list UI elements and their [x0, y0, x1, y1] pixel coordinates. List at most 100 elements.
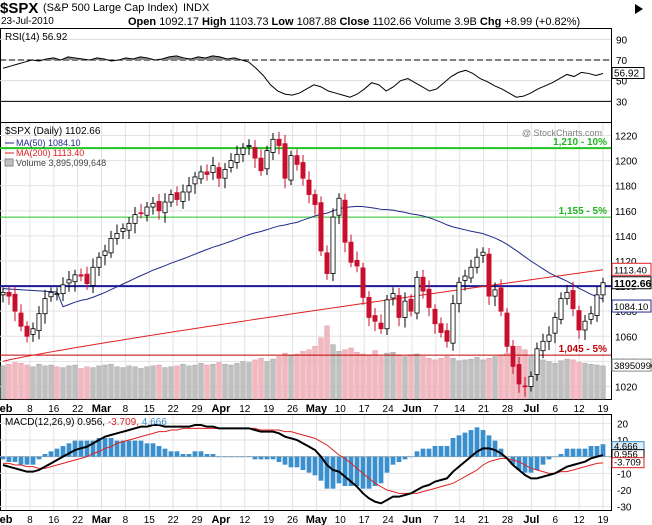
- price-x-tick-label: 12: [239, 404, 251, 415]
- price-x-tick-label: 26: [287, 404, 299, 415]
- candle-body: [204, 171, 210, 175]
- index-name: (S&P 500 Large Cap Index): [43, 2, 178, 14]
- macd-histogram-bar: [516, 456, 522, 470]
- macd-x-tick-label: 19: [597, 515, 609, 525]
- candle-body: [306, 179, 312, 195]
- volume-bar: [480, 359, 486, 400]
- candle-body: [120, 227, 126, 232]
- macd-x-tick-label: Jun: [402, 514, 422, 525]
- horizontal-line-label: 1,210 - 10%: [553, 137, 607, 148]
- macd-x-tick-label: Mar: [92, 514, 112, 525]
- volume-bar: [582, 363, 588, 400]
- volume-bar: [168, 366, 174, 400]
- rsi-last-value: 56.92: [614, 69, 639, 80]
- macd-legend: MACD(12,26,9) 0.956, -3.709, 4.666: [5, 417, 167, 428]
- price-x-tick-label: 12: [574, 404, 586, 415]
- macd-histogram-bar: [24, 456, 30, 465]
- macd-histogram-bar: [366, 456, 372, 489]
- volume-bar: [294, 353, 300, 400]
- candle-body: [0, 291, 6, 296]
- volume-bar: [204, 364, 210, 400]
- price-x-tick-label: Mar: [92, 403, 112, 415]
- price-x-tick-label: 7: [433, 404, 439, 415]
- volume-bar: [408, 354, 414, 400]
- macd-histogram-bar: [480, 430, 486, 457]
- price-x-tick-label: 10: [335, 404, 347, 415]
- volume-bar: [24, 364, 30, 400]
- candle-body: [18, 312, 24, 327]
- candle-body: [276, 138, 282, 146]
- candle-body: [420, 276, 426, 292]
- volume-bar: [432, 359, 438, 400]
- volume-bar: [450, 358, 456, 400]
- macd-histogram-bar: [510, 456, 516, 465]
- candle-body: [408, 298, 414, 312]
- macd-histogram-bar: [228, 456, 234, 458]
- open-label: Open: [128, 16, 157, 28]
- macd-histogram-bar: [336, 456, 342, 484]
- volume-bar: [78, 368, 84, 400]
- candle-body: [48, 291, 54, 298]
- volume-bar: [426, 358, 432, 400]
- volume-bar: [186, 365, 192, 400]
- macd-histogram-bar: [54, 448, 60, 457]
- macd-histogram-bar: [150, 443, 156, 457]
- rsi-tick-label: 30: [616, 97, 628, 108]
- volume-bar: [336, 351, 342, 400]
- candle-body: [198, 171, 204, 180]
- price-x-tick-label: 14: [454, 404, 466, 415]
- price-x-tick-label: 19: [597, 404, 609, 415]
- candle-body: [498, 287, 504, 312]
- candle-body: [180, 191, 186, 202]
- macd-x-tick-label: eb: [0, 514, 13, 525]
- candle-body: [144, 206, 150, 216]
- candle-body: [294, 155, 300, 165]
- candle-body: [300, 162, 306, 179]
- macd-histogram-bar: [372, 456, 378, 486]
- macd-histogram-bar: [378, 456, 384, 484]
- macd-histogram-bar: [420, 448, 426, 457]
- candle-body: [24, 325, 30, 337]
- macd-x-tick-label: Jul: [523, 514, 539, 525]
- volume-bar: [222, 363, 228, 400]
- volume-bar: [594, 364, 600, 400]
- macd-histogram-bar: [216, 456, 222, 458]
- volume-bar: [600, 365, 606, 400]
- volume-bar: [402, 356, 408, 400]
- play-triangle-icon[interactable]: [627, 0, 649, 19]
- macd-x-tick-label: 12: [239, 515, 251, 525]
- macd-histogram-bar: [210, 454, 216, 457]
- macd-histogram-bar: [486, 435, 492, 457]
- last-price-tag: 1102.66: [614, 278, 652, 290]
- macd-histogram-bar: [312, 456, 318, 476]
- macd-x-tick-label: 29: [191, 515, 203, 525]
- volume-bar: [396, 355, 402, 400]
- volume-bar: [84, 366, 90, 400]
- price-legend: $SPX (Daily) 1102.66 MA(50) 1084.10 MA(2…: [4, 126, 106, 168]
- candle-body: [522, 385, 528, 388]
- candle-body: [258, 157, 264, 172]
- macd-histogram-bar: [270, 456, 276, 460]
- candle-body: [462, 275, 468, 281]
- macd-histogram-bar: [558, 454, 564, 457]
- volume-bar: [246, 362, 252, 400]
- candle-body: [210, 165, 216, 173]
- volume-bar: [306, 349, 312, 400]
- volume-bar: [60, 367, 66, 400]
- macd-histogram-bar: [594, 446, 600, 457]
- volume-bar: [270, 358, 276, 400]
- chg-label: Chg: [479, 16, 502, 28]
- macd-histogram-bar: [6, 456, 12, 462]
- ma50-value-tag-box: [611, 299, 652, 313]
- volume-bar: [288, 355, 294, 400]
- macd-histogram-bar: [582, 448, 588, 457]
- candle-body: [84, 273, 90, 284]
- candle-body: [282, 143, 288, 179]
- candle-body: [594, 294, 600, 316]
- candle-body: [492, 289, 498, 297]
- close-label: Close: [339, 16, 370, 28]
- candle-body: [6, 291, 12, 297]
- price-tick-label: 1020: [615, 382, 638, 393]
- volume-bar: [192, 364, 198, 400]
